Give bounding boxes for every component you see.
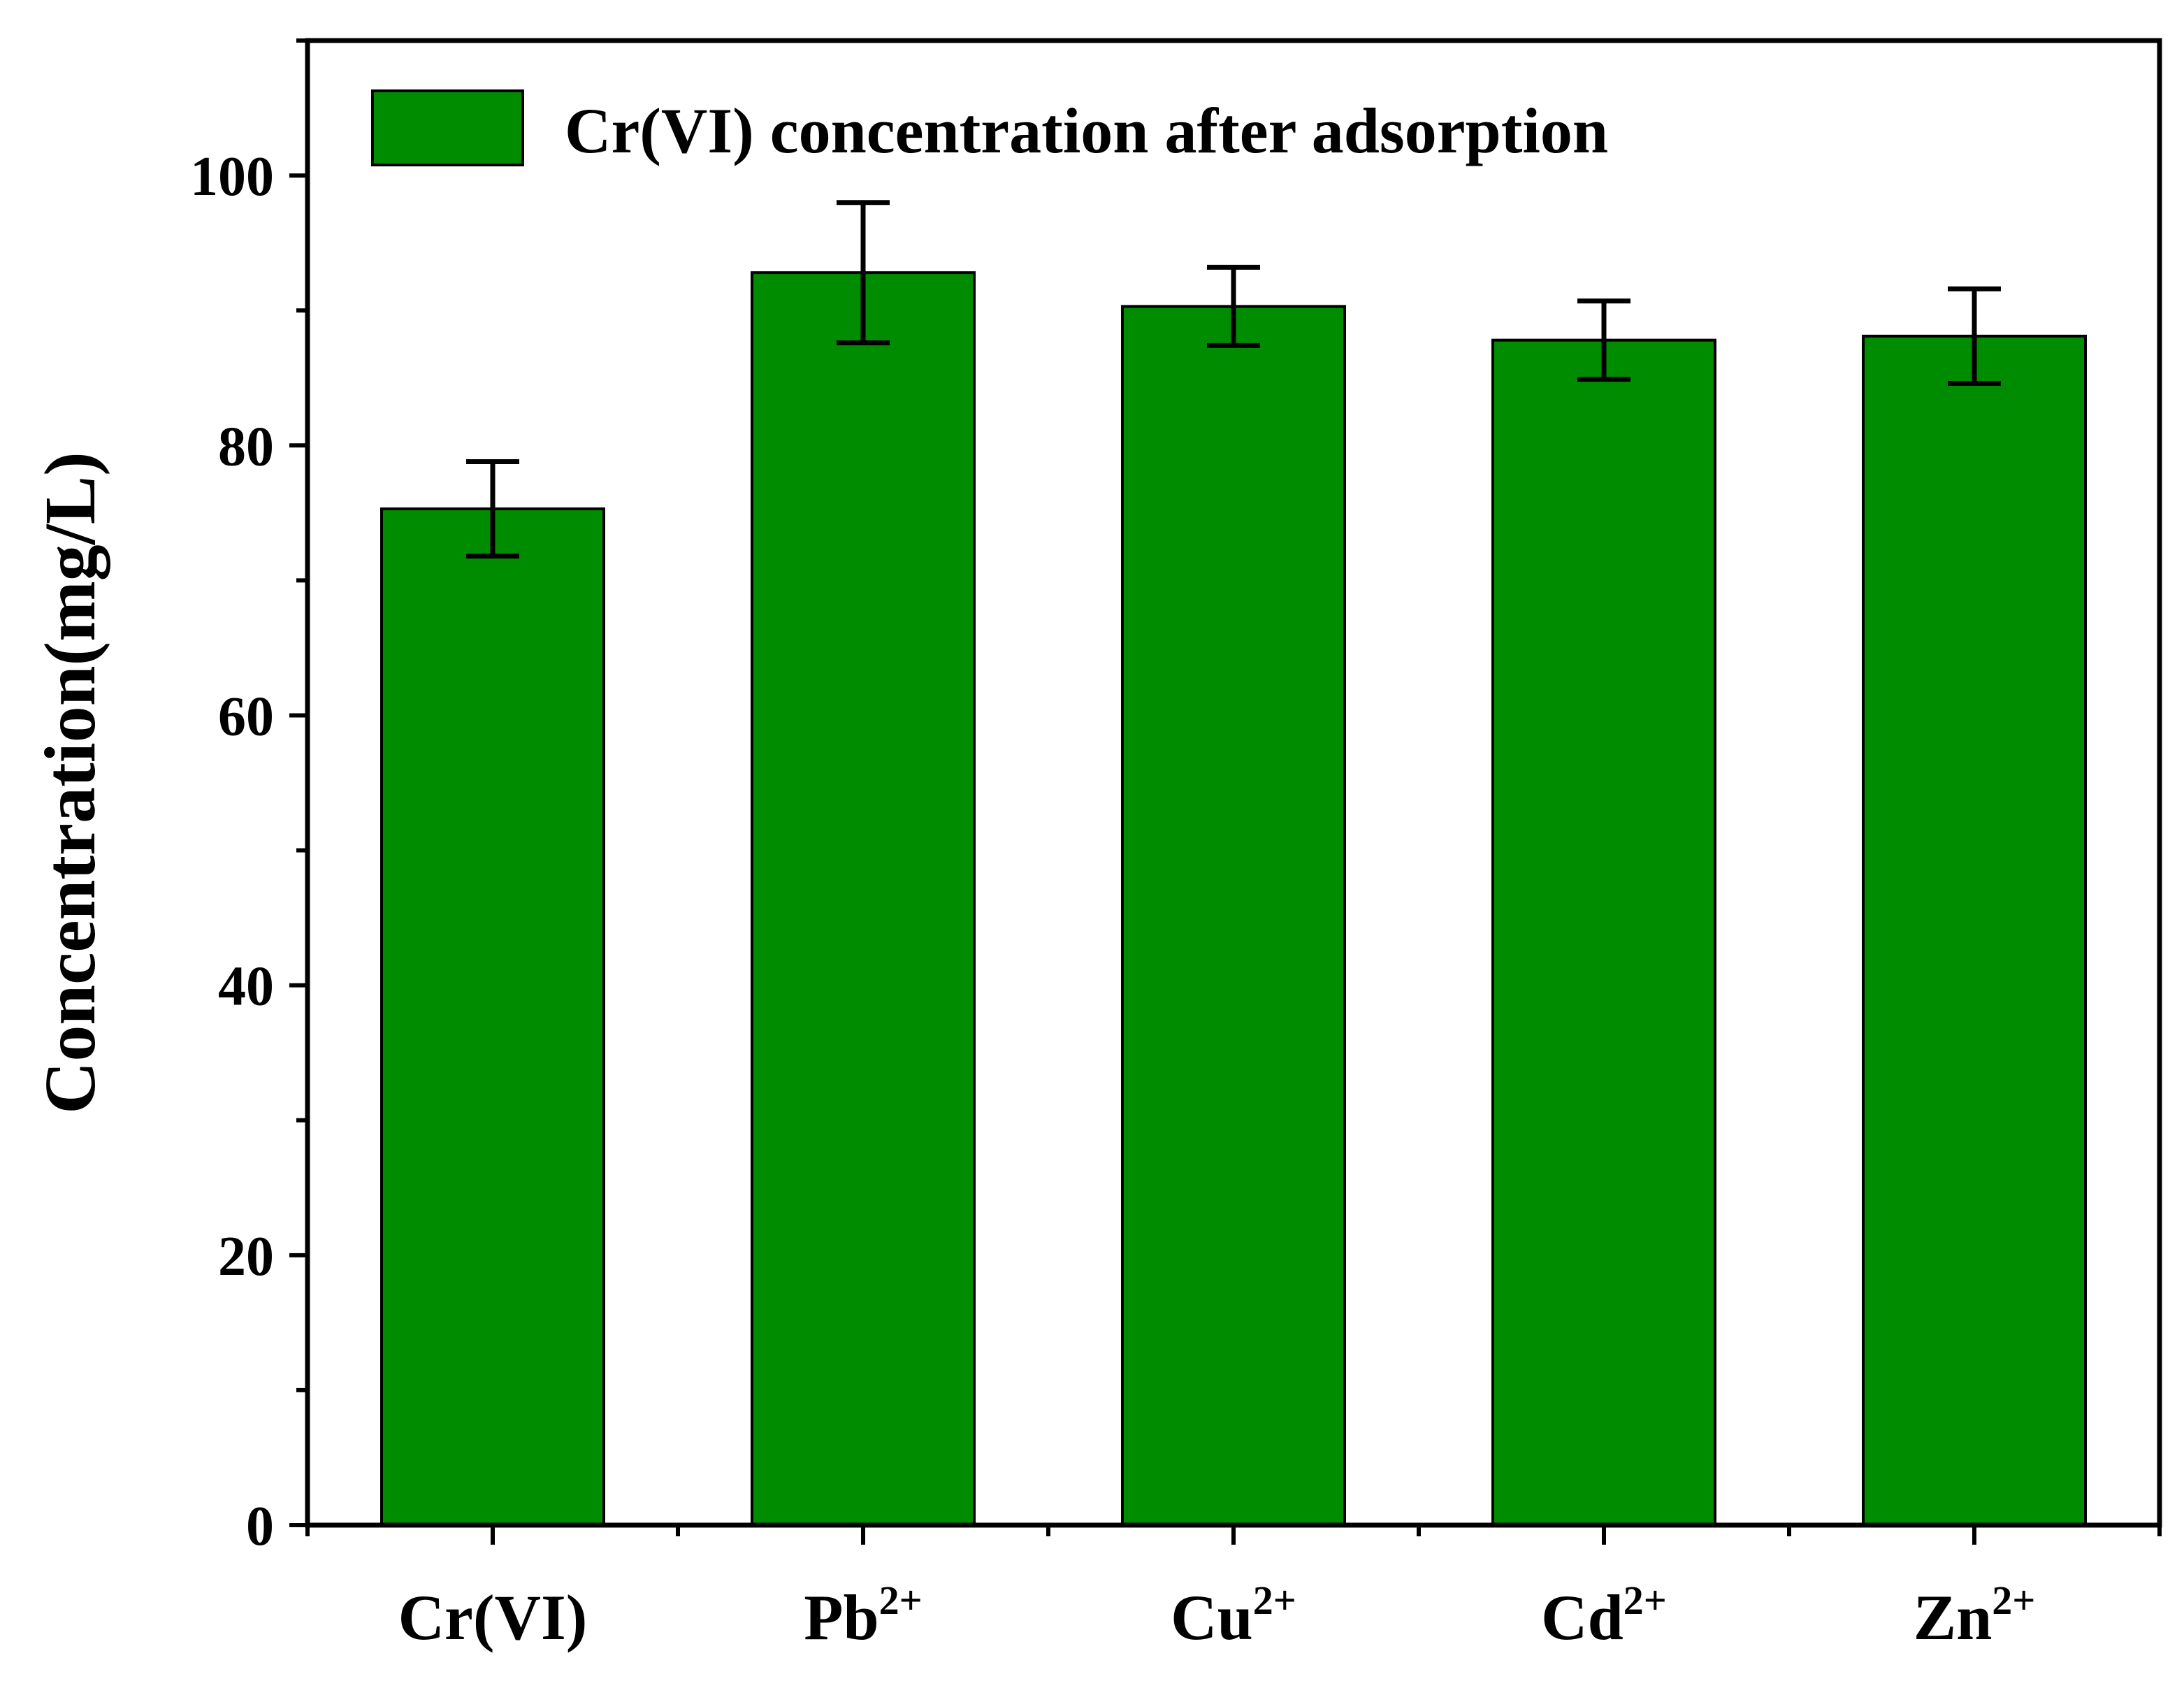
y-tick-label: 100 — [190, 146, 274, 208]
bar-4 — [1491, 338, 1716, 1527]
bar-3 — [1121, 305, 1346, 1527]
axes-layer: 0 20 40 60 80 100 Cr(VI) Pb2+ Cu2+ Cd2+ Zn2+ — [190, 38, 2162, 1653]
x-tick-label: Cu2+ — [1171, 1578, 1296, 1653]
y-tick-label: 80 — [218, 416, 274, 477]
y-tick-label: 20 — [218, 1226, 274, 1287]
bar-5 — [1862, 334, 2087, 1527]
error-bars-layer — [466, 200, 2001, 559]
y-axis-title: Concentration(mg/L) — [30, 452, 110, 1113]
x-tick-label: Zn2+ — [1914, 1578, 2036, 1653]
bar-2 — [751, 271, 976, 1527]
x-tick-label: Cd2+ — [1541, 1578, 1667, 1653]
bar-1 — [380, 507, 605, 1527]
y-tick-label: 0 — [246, 1496, 274, 1557]
x-tick-label: Pb2+ — [804, 1578, 922, 1653]
legend-swatch — [371, 89, 524, 166]
y-tick-label: 60 — [218, 686, 274, 747]
x-tick-label: Cr(VI) — [398, 1582, 588, 1653]
bars-layer — [380, 271, 2087, 1527]
legend-label: Cr(VI) concentration after adsorption — [565, 95, 1608, 166]
y-tick-label: 40 — [218, 956, 274, 1018]
legend: Cr(VI) concentration after adsorption — [371, 89, 1608, 166]
